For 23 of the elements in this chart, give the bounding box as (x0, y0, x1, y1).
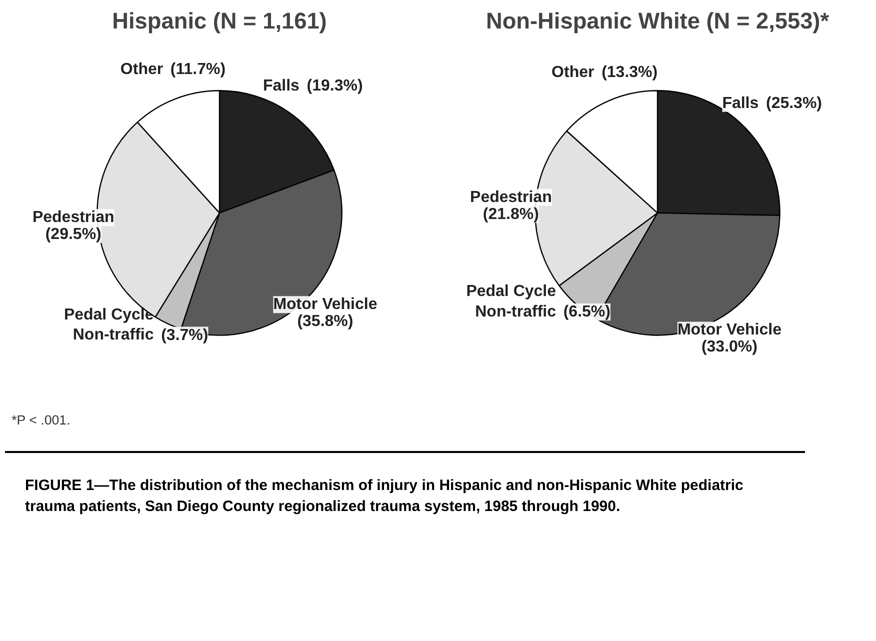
data-label: (11.7%) (170, 61, 226, 78)
data-label: (6.5%) (563, 304, 610, 321)
text: *P < .001. (12, 412, 70, 428)
data-label: (19.3%) (306, 77, 363, 94)
chart-title: Hispanic (N = 1,161) (112, 8, 327, 34)
data-label: (33.0%) (701, 338, 758, 356)
data-label: (13.3%) (602, 64, 658, 82)
slice-label: Pedal Cycle Non-traffic (466, 283, 556, 321)
slice-label: Motor Vehicle (273, 296, 378, 314)
slice-label: Other (552, 64, 594, 82)
data-label: (25.3%) (766, 94, 822, 112)
data-label: (3.7%) (161, 326, 208, 344)
slice-label: Other (120, 61, 164, 78)
slice-label: Falls (722, 94, 759, 112)
data-label: (35.8%) (297, 313, 354, 330)
slice-label: Motor Vehicle (677, 322, 782, 339)
slice-label: Pedestrian (470, 188, 552, 206)
slice-label: Pedestrian (32, 209, 114, 226)
caption: FIGURE 1—The distribution of the mechanism of injury in Hispanic and non-Hispanic White pediatric trauma patients, San Diego County regionalized trauma system, 1985 through 1990. (25, 476, 744, 518)
chart-title: Non-Hispanic White (N = 2,553)* (486, 8, 830, 34)
slice-label: Falls (262, 77, 300, 94)
data-label: (29.5%) (45, 226, 102, 244)
data-label: (21.8%) (482, 206, 539, 223)
